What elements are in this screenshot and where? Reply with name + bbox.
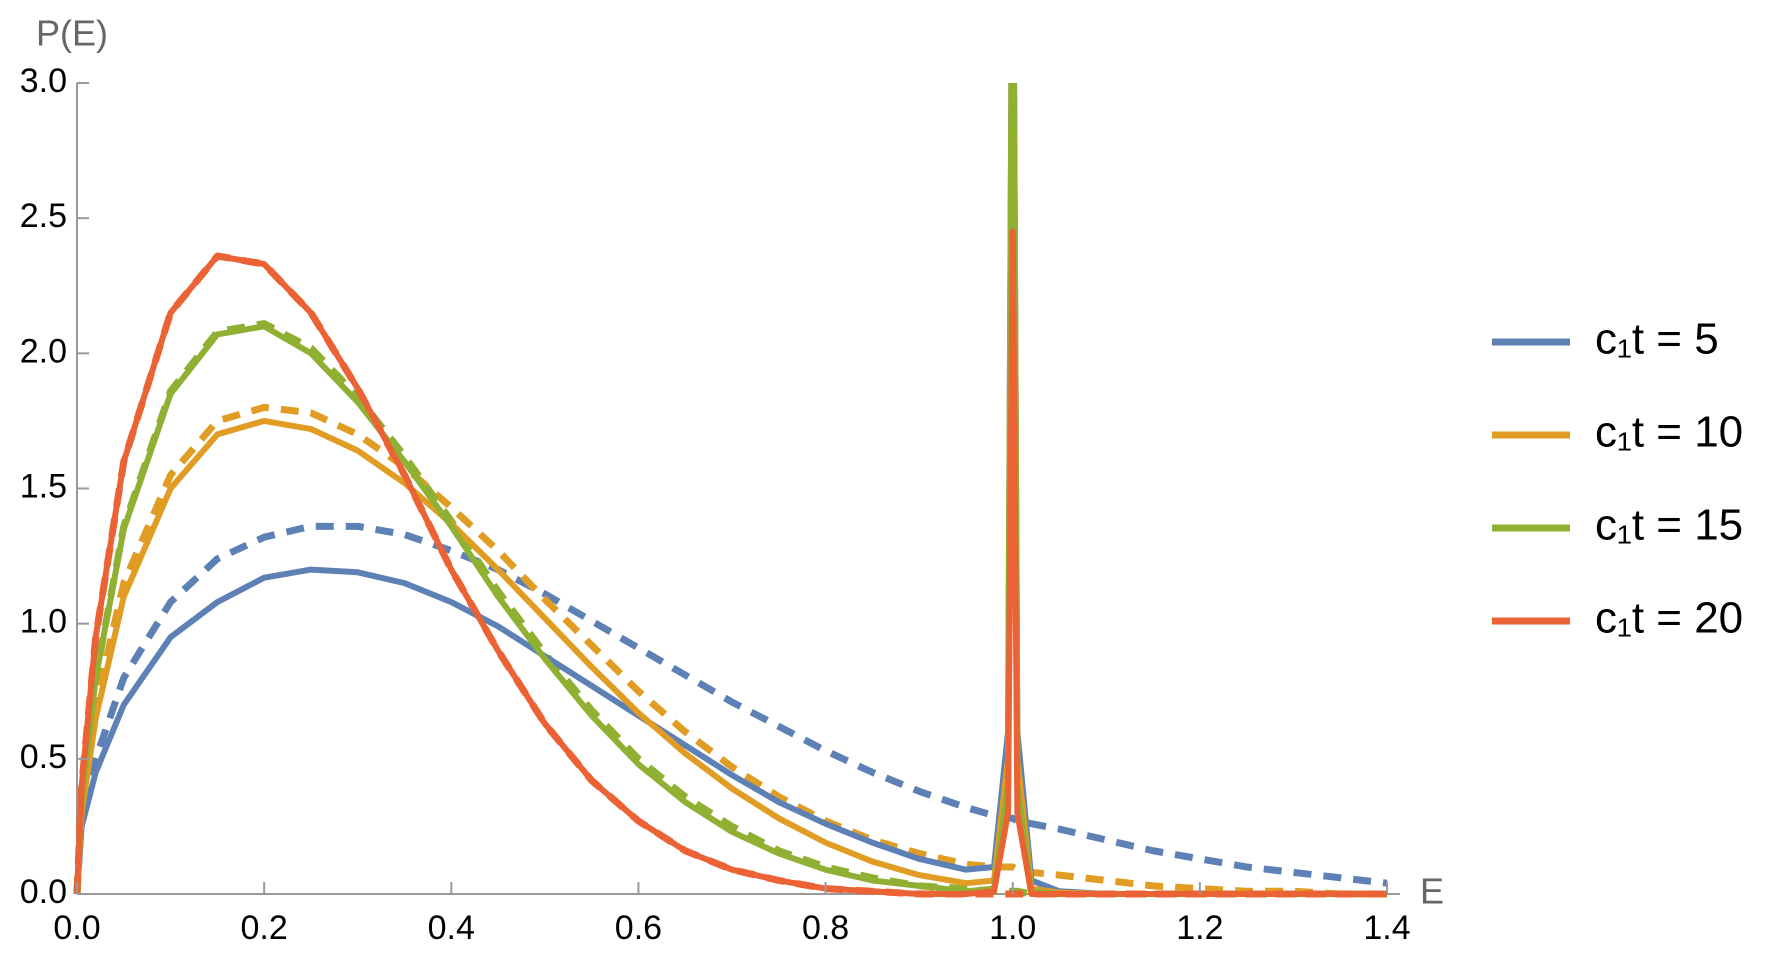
x-tick-label: 1.2 [1176,909,1223,947]
x-tick-label: 0.8 [802,909,849,947]
dashed-line [73,522,1388,895]
y-tick-label: 3.0 [20,62,67,100]
y-tick-label: 0.5 [20,738,67,776]
x-tick-label: 0.4 [428,909,475,947]
legend-label: c₁t = 10 [1595,408,1743,457]
line [74,83,1387,897]
x-tick-label: 0.6 [615,909,662,947]
legend-label: c₁t = 20 [1595,594,1743,643]
line [74,83,1387,897]
x-axis-label: E [1420,871,1444,912]
legend-label: c₁t = 5 [1595,315,1719,364]
x-tick-label: 1.4 [1363,909,1410,947]
y-tick-label: 1.5 [20,467,67,505]
y-tick-label: 0.0 [20,873,67,911]
line [74,228,1387,897]
plot-area [73,83,1388,898]
x-tick-label: 1.0 [989,909,1036,947]
y-tick-label: 1.0 [20,603,67,641]
y-tick-label: 2.5 [20,197,67,235]
dashed-line [73,320,1387,898]
y-tick-label: 2.0 [20,332,67,370]
x-tick-label: 0.0 [53,909,100,947]
legend-label: c₁t = 15 [1595,501,1743,550]
y-axis-label: P(E) [36,13,108,54]
x-tick-label: 0.2 [241,909,288,947]
dashed-line [73,403,1387,898]
line [74,83,1387,897]
